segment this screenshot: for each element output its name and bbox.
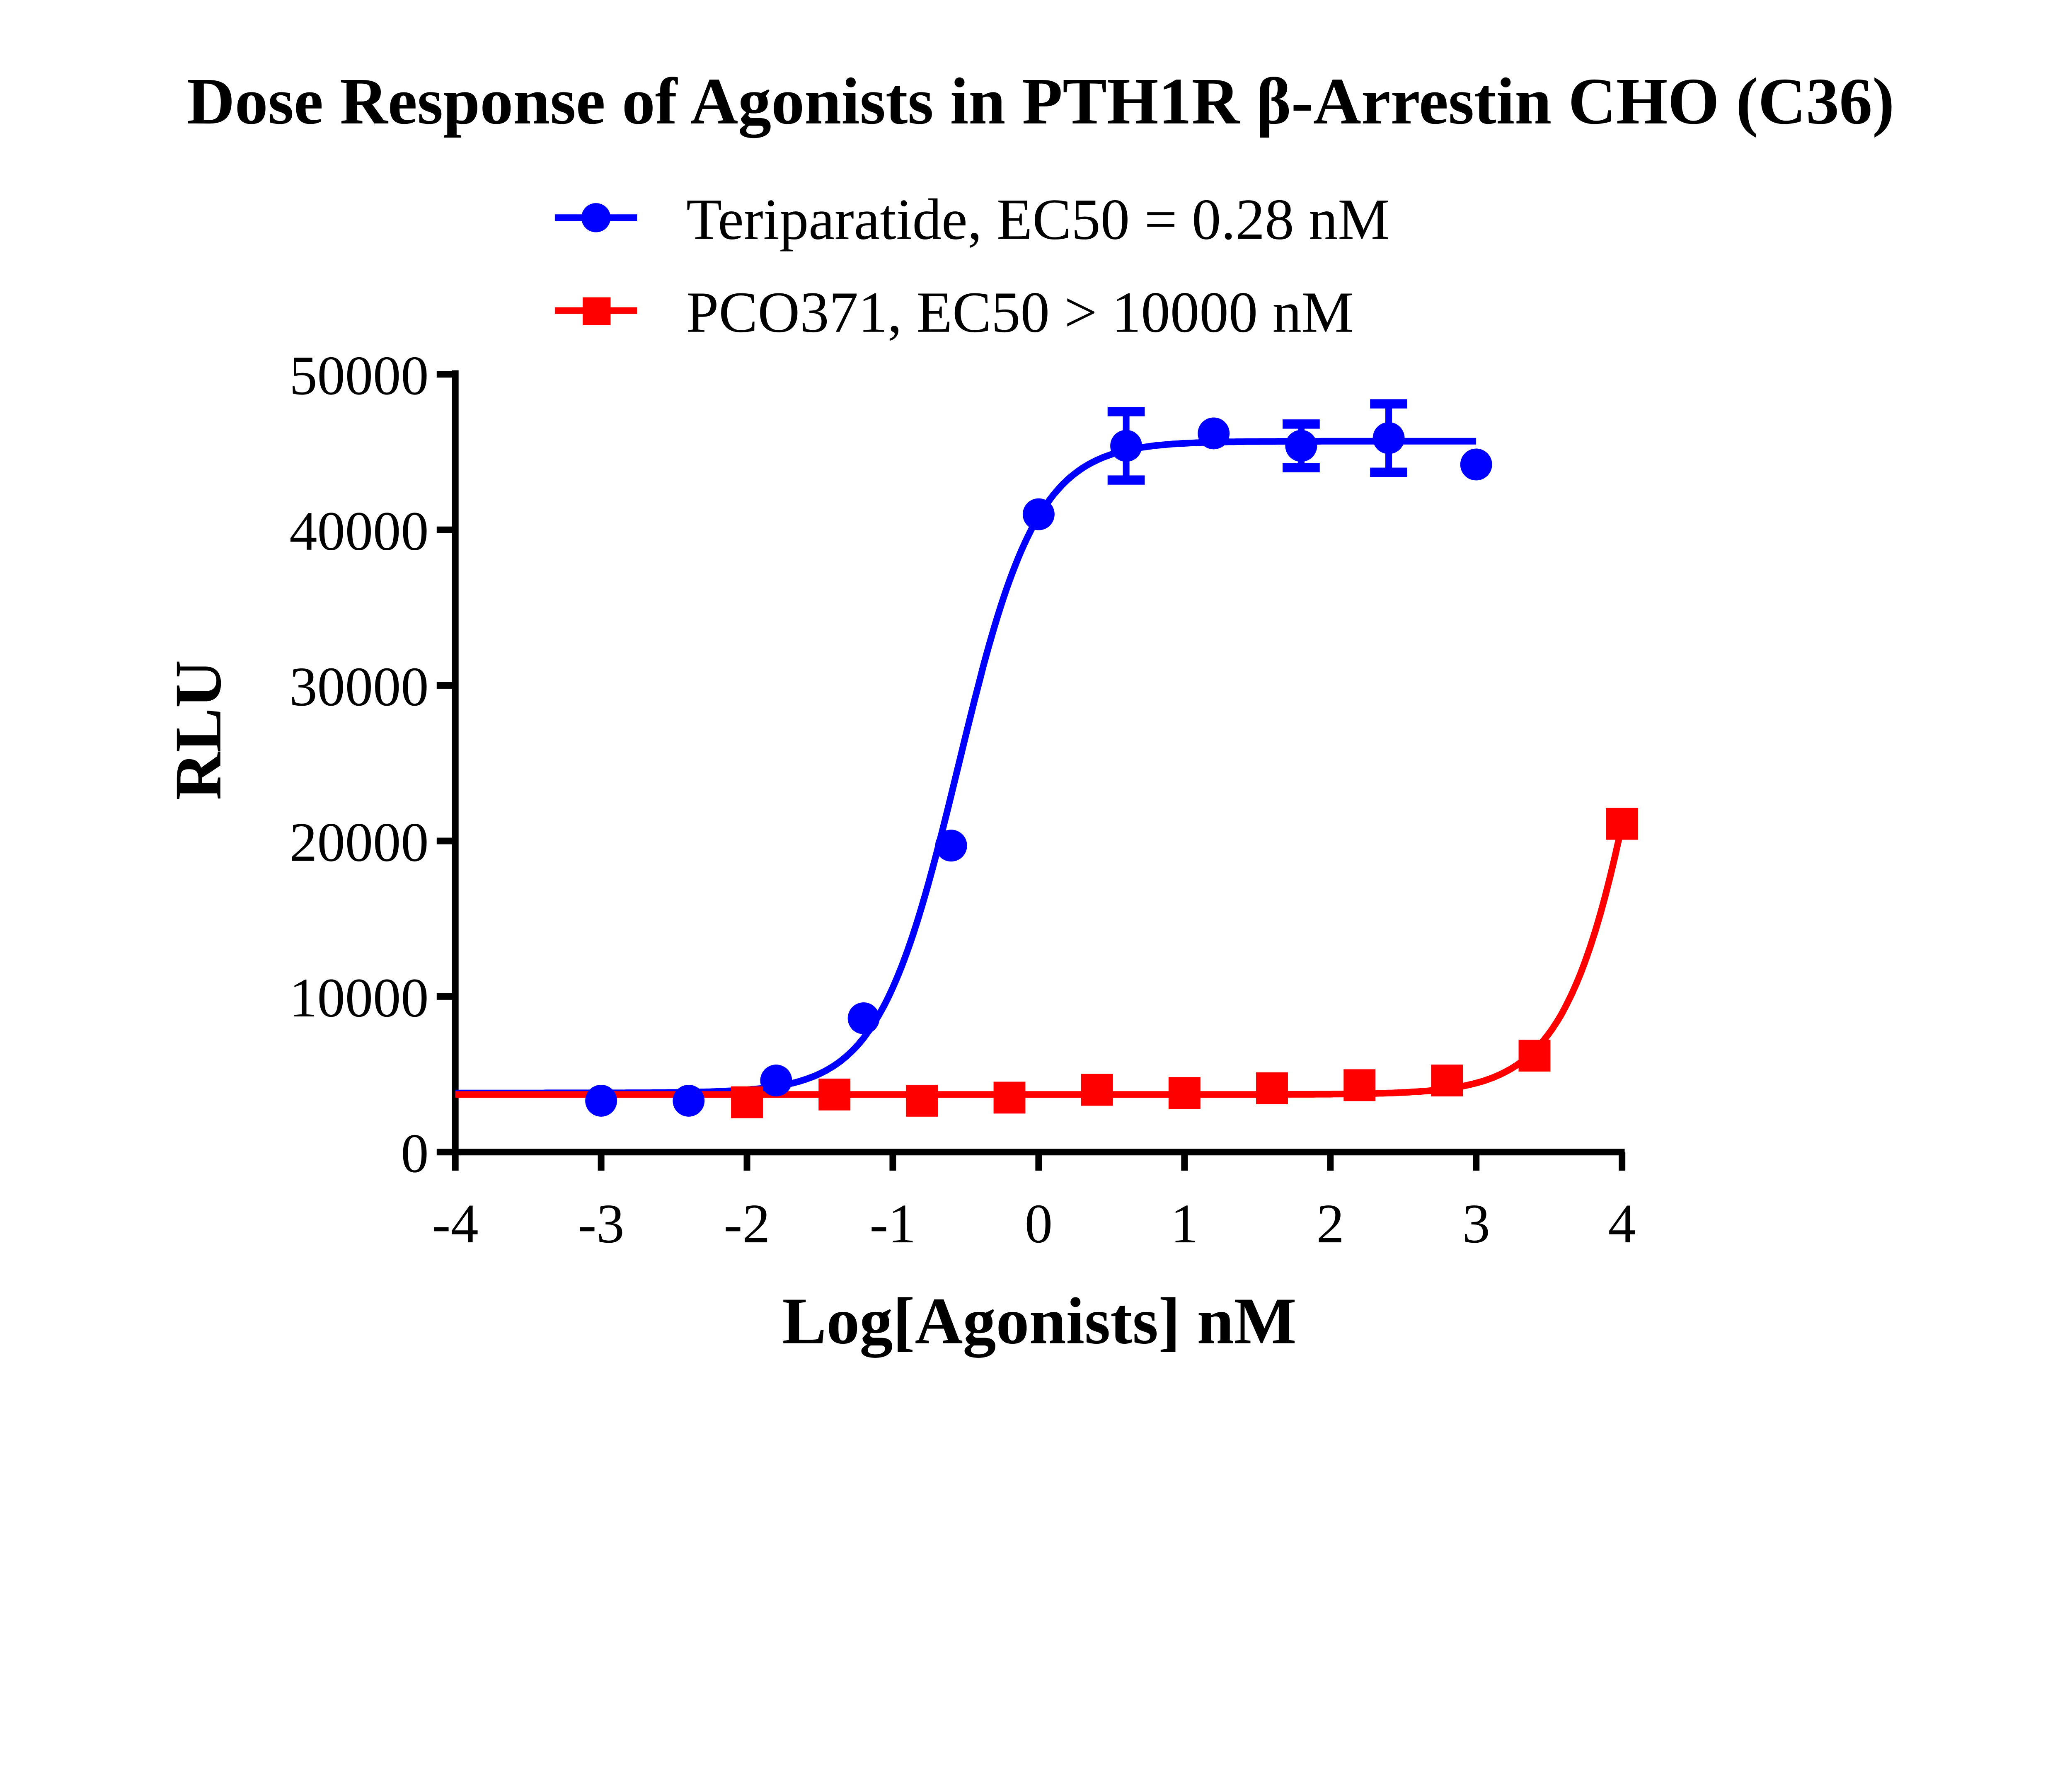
data-point-circle — [935, 830, 967, 862]
data-point-square — [1343, 1069, 1376, 1101]
data-point-square — [1518, 1040, 1551, 1072]
data-point-circle — [673, 1084, 705, 1117]
data-point-square — [993, 1082, 1026, 1114]
x-tick-label: 4 — [1608, 1193, 1636, 1255]
x-tick-label: -2 — [724, 1193, 770, 1255]
data-point-circle — [1022, 498, 1055, 530]
dose-response-chart: Dose Response of Agonists in PTH1R β-Arr… — [161, 64, 1895, 1358]
x-tick-label: -4 — [432, 1193, 479, 1255]
data-point-circle — [1198, 417, 1230, 450]
data-point-square — [1168, 1077, 1201, 1109]
legend-label-pco371: PCO371, EC50 > 10000 nM — [686, 280, 1353, 345]
data-point-square — [1606, 808, 1638, 840]
data-point-square — [1081, 1074, 1113, 1106]
x-tick-label: 1 — [1171, 1193, 1198, 1255]
y-tick-label: 0 — [401, 1123, 428, 1184]
x-tick-label: -1 — [869, 1193, 916, 1255]
x-tick-label: 2 — [1317, 1193, 1344, 1255]
legend-item-pco371: PCO371, EC50 > 10000 nM — [554, 280, 1353, 345]
data-point-square — [1256, 1072, 1288, 1104]
data-point-square — [818, 1078, 851, 1111]
chart-title: Dose Response of Agonists in PTH1R β-Arr… — [187, 64, 1895, 138]
legend-marker-circle — [581, 203, 611, 232]
x-tick-label: 0 — [1025, 1193, 1053, 1255]
axes: -4 -3 -2 -1 0 1 2 3 4 0 10000 20000 30000 40000 50000 — [289, 345, 1636, 1255]
y-tick-label: 50000 — [289, 345, 428, 406]
data-point-circle — [760, 1065, 792, 1097]
legend-item-teriparatide: Teriparatide, EC50 = 0.28 nM — [554, 187, 1390, 252]
legend-marker-square — [583, 297, 611, 325]
data-point-circle — [847, 1002, 880, 1034]
data-point-square — [906, 1084, 938, 1117]
data-point-circle — [585, 1084, 617, 1117]
fit-curve-1 — [455, 823, 1625, 1098]
x-tick-label: -3 — [578, 1193, 625, 1255]
x-axis-label: Log[Agonists] nM — [782, 1284, 1296, 1358]
x-tick-label: 3 — [1462, 1193, 1490, 1255]
data-point-square — [731, 1086, 763, 1118]
legend-label-teriparatide: Teriparatide, EC50 = 0.28 nM — [686, 187, 1390, 252]
data-point-square — [1431, 1065, 1463, 1097]
data-point-circle — [1372, 422, 1405, 454]
y-tick-label: 40000 — [289, 501, 428, 562]
y-tick-label: 10000 — [289, 967, 428, 1029]
data-point-circle — [1460, 448, 1492, 481]
fit-curve-0 — [455, 438, 1477, 1096]
plot-area — [455, 399, 1638, 1118]
data-point-circle — [1110, 430, 1143, 462]
y-tick-label: 30000 — [289, 656, 428, 718]
data-point-circle — [1285, 430, 1317, 462]
legend: Teriparatide, EC50 = 0.28 nM PCO371, EC5… — [554, 187, 1390, 345]
y-tick-label: 20000 — [289, 812, 428, 873]
y-axis-label: RLU — [161, 660, 235, 800]
